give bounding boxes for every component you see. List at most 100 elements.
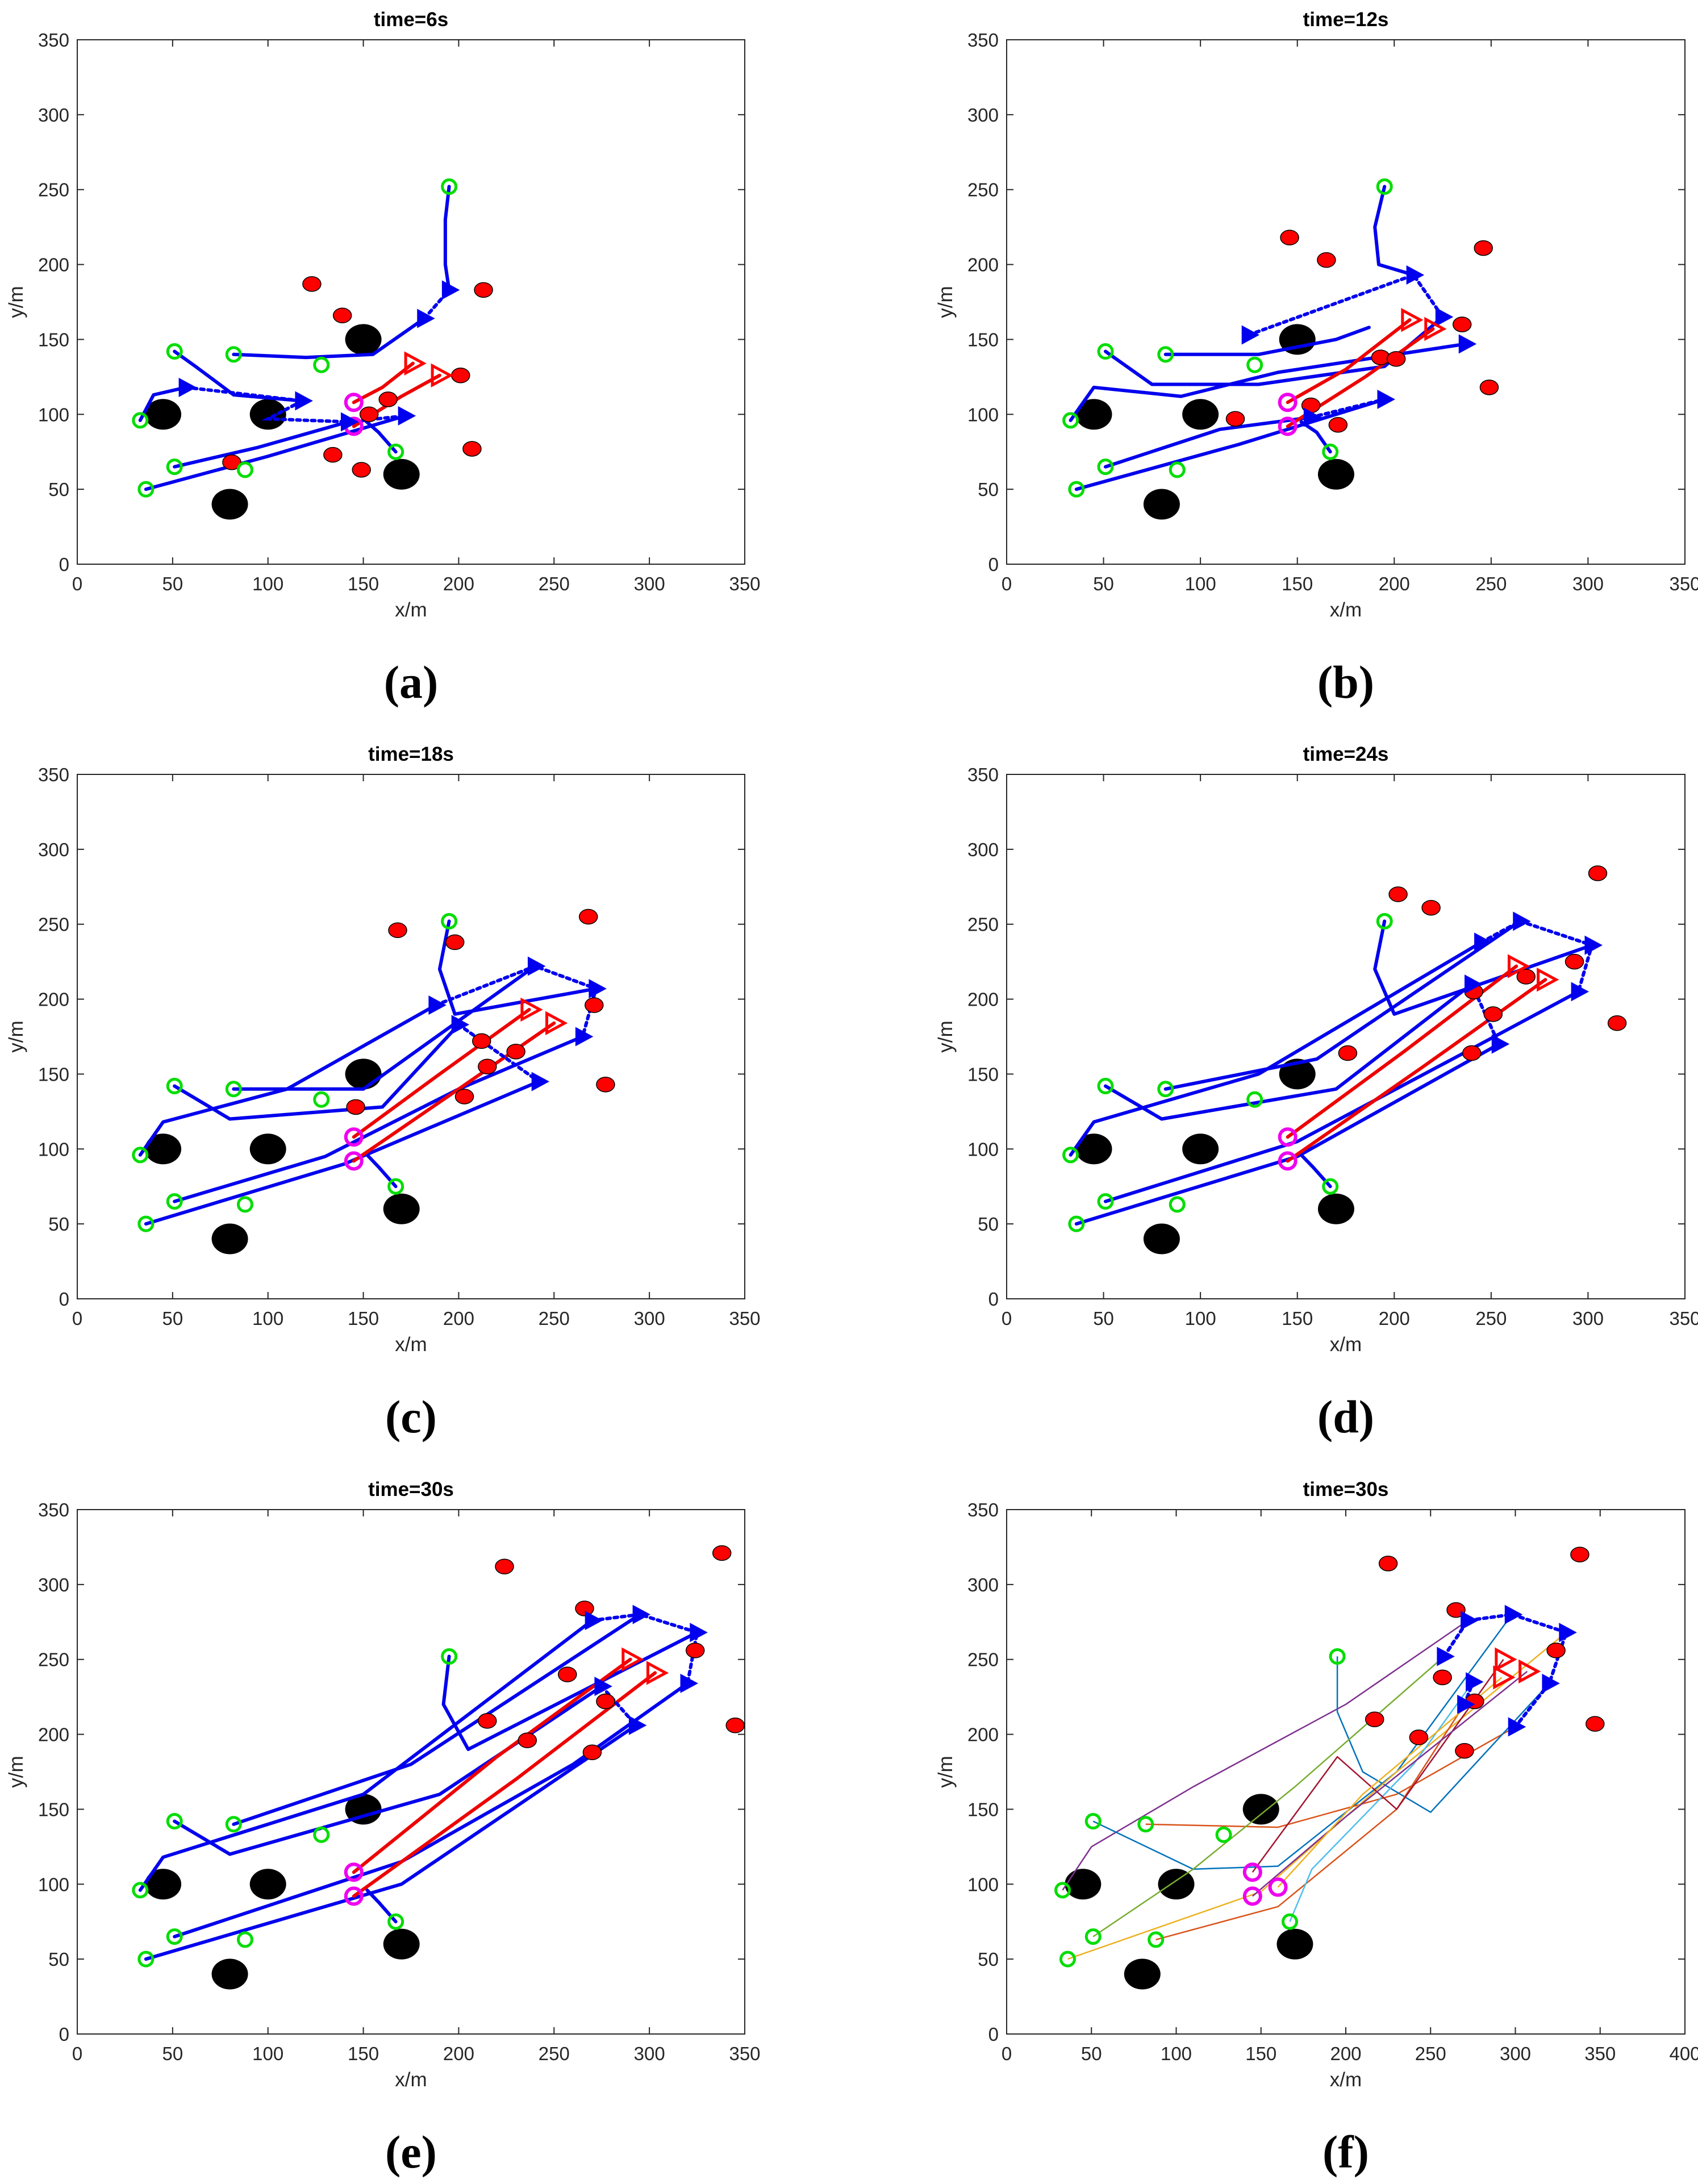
pursuer-start-marker (166, 1193, 183, 1210)
pursuer-start-marker (1157, 346, 1174, 363)
obstacle (1143, 489, 1180, 520)
target-dot (1225, 411, 1245, 427)
pursuer-start-marker (236, 461, 253, 478)
pursuer-position-marker (690, 1623, 708, 1643)
target-dot (1570, 1547, 1589, 1562)
x-tick-label: 300 (1572, 573, 1604, 594)
pursuer-start-marker (1376, 912, 1393, 930)
obstacle (211, 1223, 248, 1254)
obstacle (249, 1133, 286, 1165)
x-tick-label: 400 (1669, 2043, 1698, 2064)
target-dot (578, 908, 598, 925)
target-dot (558, 1666, 577, 1682)
y-tick-label: 250 (967, 180, 999, 201)
target-dot (445, 934, 465, 951)
x-tick-label: 250 (539, 2043, 570, 2064)
pursuer-position-marker (628, 1715, 647, 1735)
target-dot (388, 922, 407, 939)
x-tick-label: 300 (634, 2043, 665, 2064)
pursuer-start-marker (441, 178, 458, 195)
target-dot (323, 447, 343, 463)
panel-title: time=18s (368, 743, 454, 765)
y-tick-label: 100 (38, 404, 69, 425)
y-tick-label: 100 (38, 1139, 69, 1160)
x-tick-label: 100 (1161, 2043, 1192, 2064)
pursuer-trajectory (1373, 919, 1594, 1016)
target-dot (1409, 1729, 1429, 1745)
obstacle (1143, 1223, 1180, 1254)
x-axis-label: x/m (395, 1333, 427, 1356)
evader-position-marker (520, 997, 543, 1022)
pursuer-trajectory (173, 1023, 461, 1121)
evader-start-marker (344, 1127, 364, 1147)
x-tick-label: 350 (729, 2043, 760, 2064)
y-tick-label: 100 (38, 1874, 69, 1895)
x-tick-label: 0 (1002, 2043, 1012, 2064)
pursuer-start-marker (166, 1078, 183, 1095)
target-dot (582, 1744, 602, 1760)
pursuer-start-marker (1169, 461, 1186, 478)
pursuer-start-marker (313, 1091, 330, 1108)
pursuer-start-marker (225, 1816, 242, 1833)
pursuer-trajectory (232, 1612, 642, 1826)
panel-title: time=12s (1303, 9, 1389, 31)
pursuer-start-marker (313, 356, 330, 373)
target-dot (495, 1558, 514, 1574)
pursuer-position-marker (417, 309, 435, 328)
evader-trajectory (1286, 978, 1547, 1163)
trajectory-line (1062, 1620, 1468, 1891)
pursuer-start-marker (1157, 1081, 1174, 1098)
target-dot (1338, 1045, 1358, 1061)
pursuer-trajectory (365, 1888, 398, 1924)
y-tick-label: 0 (59, 1289, 69, 1310)
pursuer-position-marker (1458, 334, 1477, 354)
x-tick-label: 0 (72, 2043, 82, 2064)
pursuer-trajectory (1299, 1153, 1332, 1189)
y-tick-label: 0 (59, 2024, 69, 2045)
pursuer-position-marker (1241, 325, 1260, 345)
pursuer-trajectory (144, 1723, 638, 1961)
x-tick-label: 350 (729, 573, 760, 594)
y-tick-label: 350 (38, 1499, 69, 1520)
x-tick-label: 300 (634, 1308, 665, 1329)
pursuer-position-marker (1457, 1694, 1475, 1714)
evader-position-marker (545, 1011, 568, 1035)
target-dot (585, 997, 604, 1013)
evader-position-marker (1518, 1659, 1541, 1684)
pursuer-formation-link (1309, 397, 1387, 419)
target-dot (478, 1713, 497, 1729)
pursuer-start-marker (1062, 412, 1079, 429)
pursuer-trajectory (173, 420, 350, 469)
pursuer-start-marker (1329, 1648, 1346, 1665)
target-dot (725, 1717, 745, 1733)
y-tick-label: 0 (988, 1289, 999, 1310)
evader-position-marker (431, 363, 453, 387)
pursuer-start-marker (132, 412, 149, 429)
x-tick-label: 350 (1584, 2043, 1616, 2064)
target-dot (1546, 1643, 1566, 1658)
pursuer-formation-link (1479, 919, 1594, 994)
obstacle (1276, 1928, 1313, 1960)
x-tick-label: 50 (162, 2043, 183, 2064)
panel-title: time=30s (1303, 1478, 1389, 1501)
panel-a: 0 50 100 150 200 250 300 350 0 50 100 150 200 250 300 3… (5, 9, 761, 708)
y-tick-label: 0 (988, 554, 999, 575)
pursuer-position-marker (441, 280, 460, 300)
x-tick-label: 100 (1185, 1308, 1216, 1329)
evader-start-marker (1242, 1886, 1262, 1906)
pursuer-start-marker (1062, 1147, 1079, 1164)
y-tick-label: 300 (967, 839, 999, 860)
trajectory-line (1336, 1656, 1550, 1813)
y-tick-label: 300 (967, 105, 999, 126)
trajectory-line (1155, 1704, 1465, 1941)
pursuer-trajectory (1069, 940, 1483, 1157)
pursuer-start-marker (137, 481, 155, 498)
evader-position-marker (1424, 316, 1447, 341)
x-tick-label: 100 (1185, 573, 1216, 594)
pursuer-position-marker (594, 1677, 612, 1697)
pursuer-formation-link (457, 1023, 541, 1083)
x-tick-label: 350 (729, 1308, 760, 1329)
panel-caption: (e) (385, 2126, 437, 2178)
y-axis-label: y/m (934, 1756, 957, 1787)
y-tick-label: 200 (38, 989, 69, 1010)
